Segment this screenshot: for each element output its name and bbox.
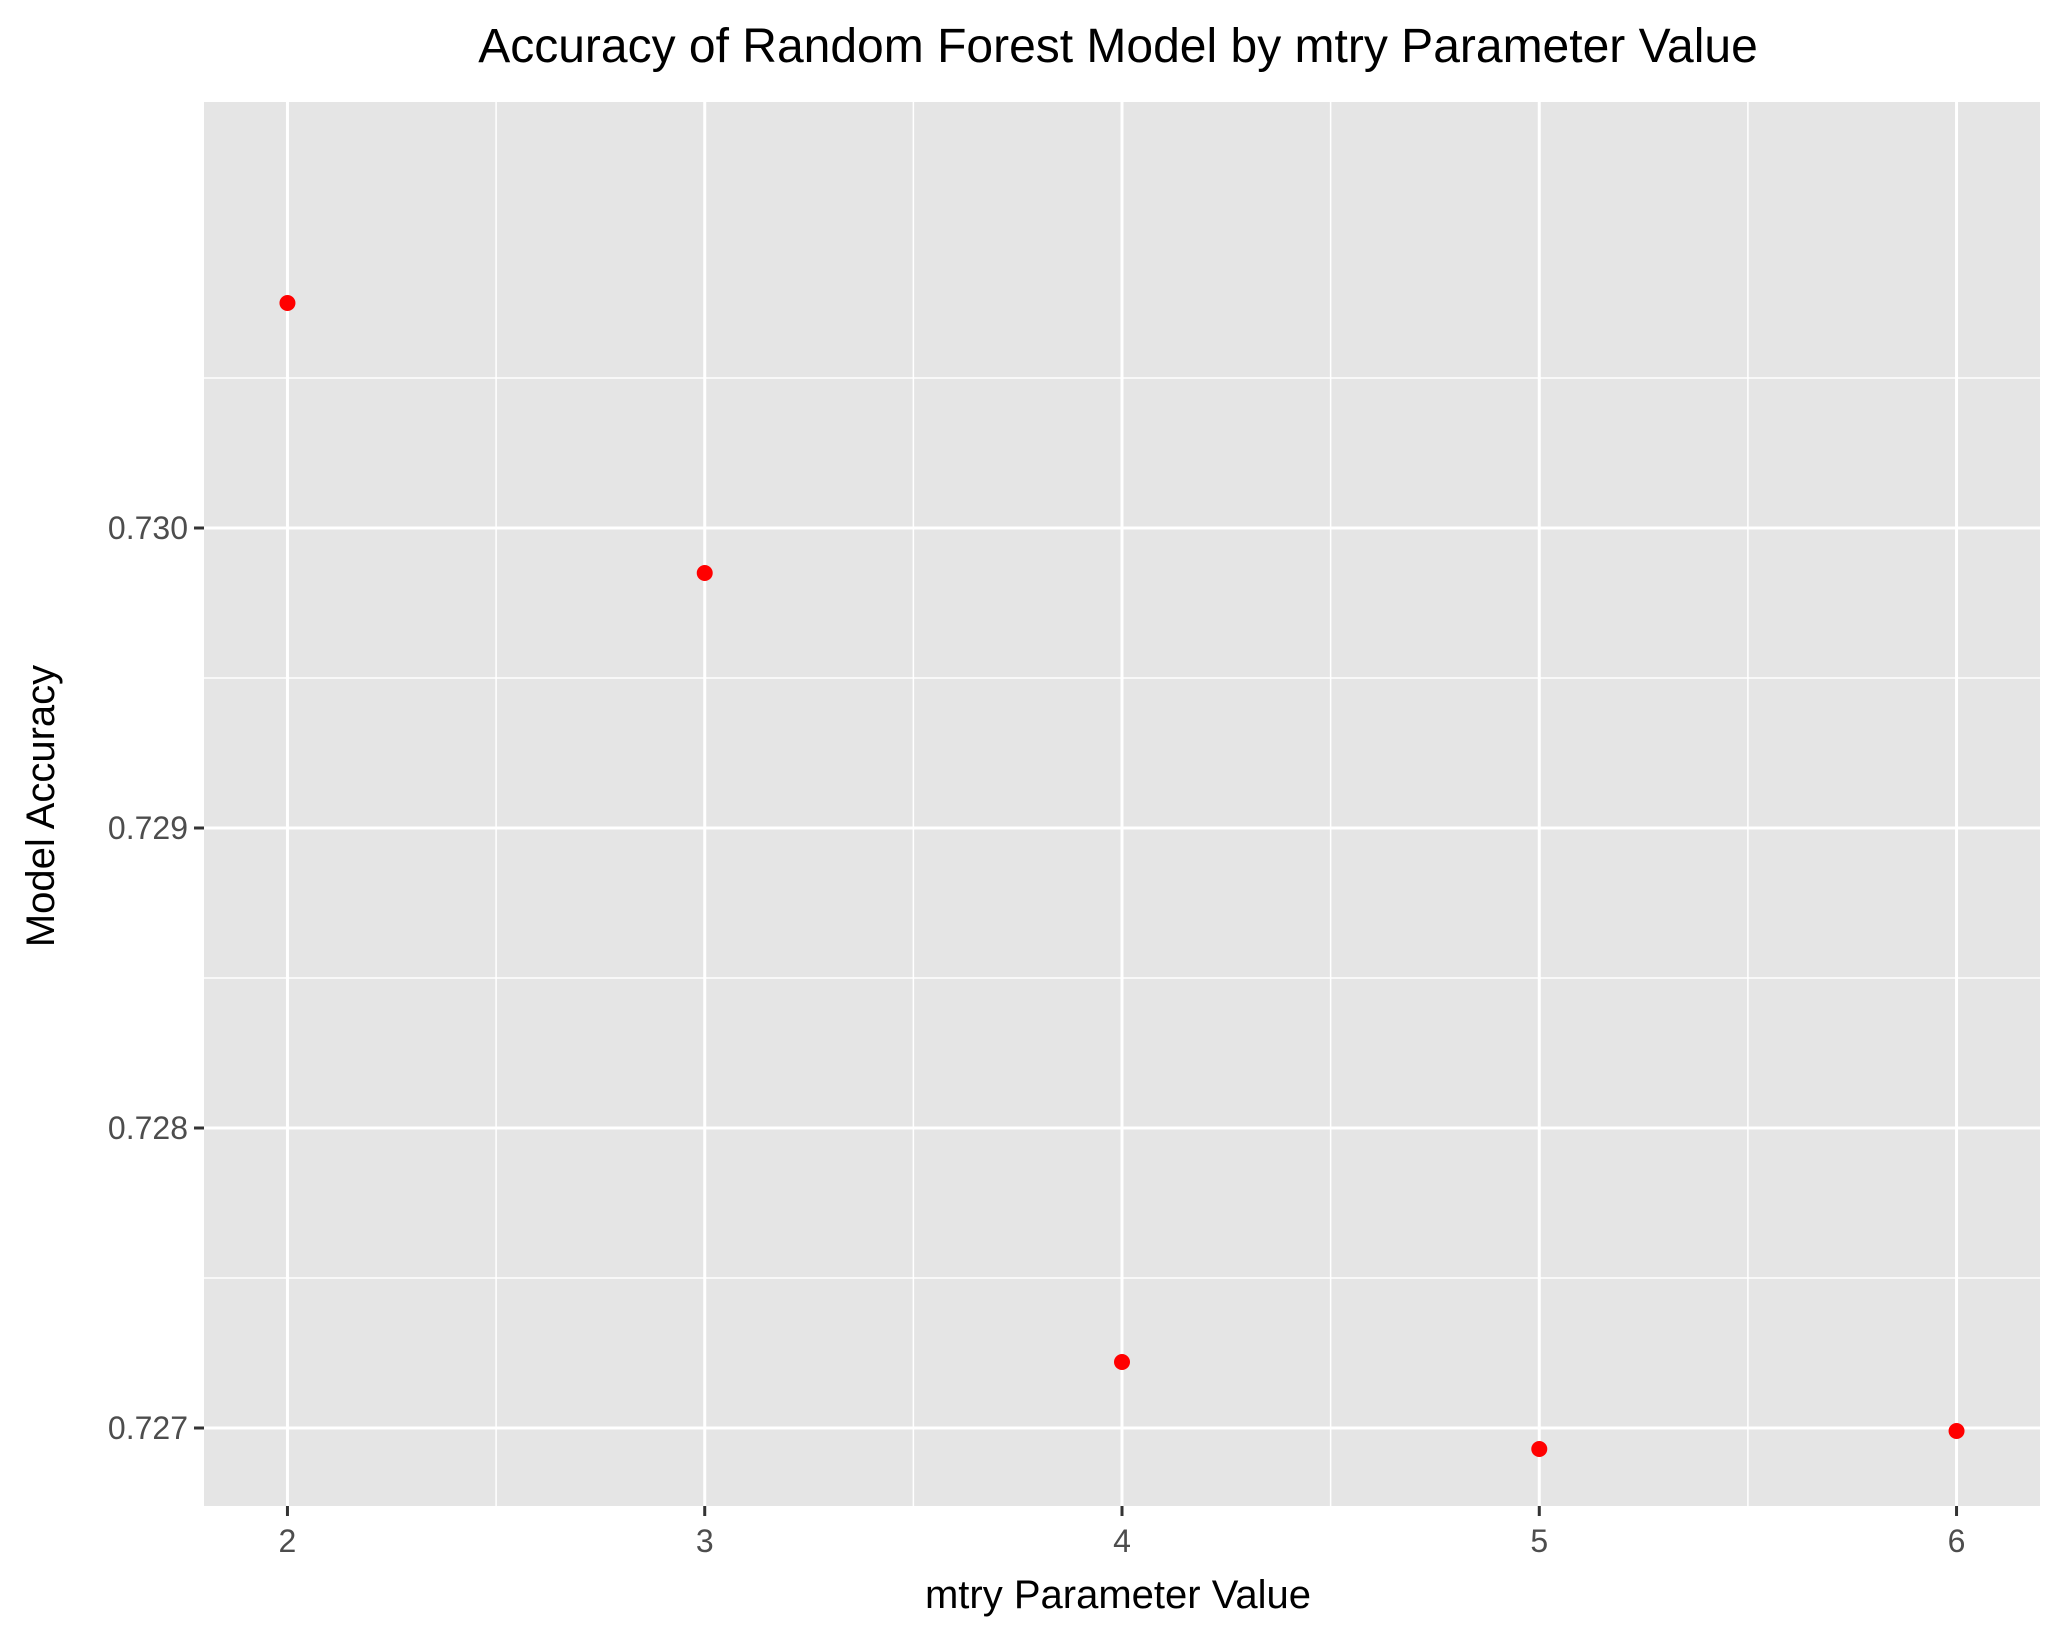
x-tick-label: 2 — [279, 1523, 297, 1559]
data-point — [1114, 1354, 1130, 1370]
x-tick-label: 4 — [1113, 1523, 1131, 1559]
x-tick-label: 6 — [1948, 1523, 1966, 1559]
y-tick-label: 0.729 — [108, 810, 188, 846]
chart-title: Accuracy of Random Forest Model by mtry … — [478, 20, 1758, 73]
x-axis: 2 3 4 5 6 — [279, 1506, 1966, 1559]
y-tick-label: 0.728 — [108, 1110, 188, 1146]
x-tick-label: 3 — [696, 1523, 714, 1559]
data-point — [1948, 1423, 1965, 1439]
data-point — [696, 565, 713, 581]
y-axis: 0.727 0.728 0.729 0.730 — [108, 510, 204, 1446]
y-tick-label: 0.727 — [108, 1410, 188, 1446]
data-point — [1531, 1441, 1548, 1457]
x-tick-label: 5 — [1530, 1523, 1548, 1559]
y-tick-label: 0.730 — [108, 510, 188, 546]
major-gridlines — [204, 102, 2040, 1506]
y-axis-title: Model Accuracy — [19, 665, 63, 947]
data-point — [279, 295, 296, 311]
x-axis-title: mtry Parameter Value — [925, 1573, 1311, 1617]
data-points — [279, 295, 1965, 1457]
